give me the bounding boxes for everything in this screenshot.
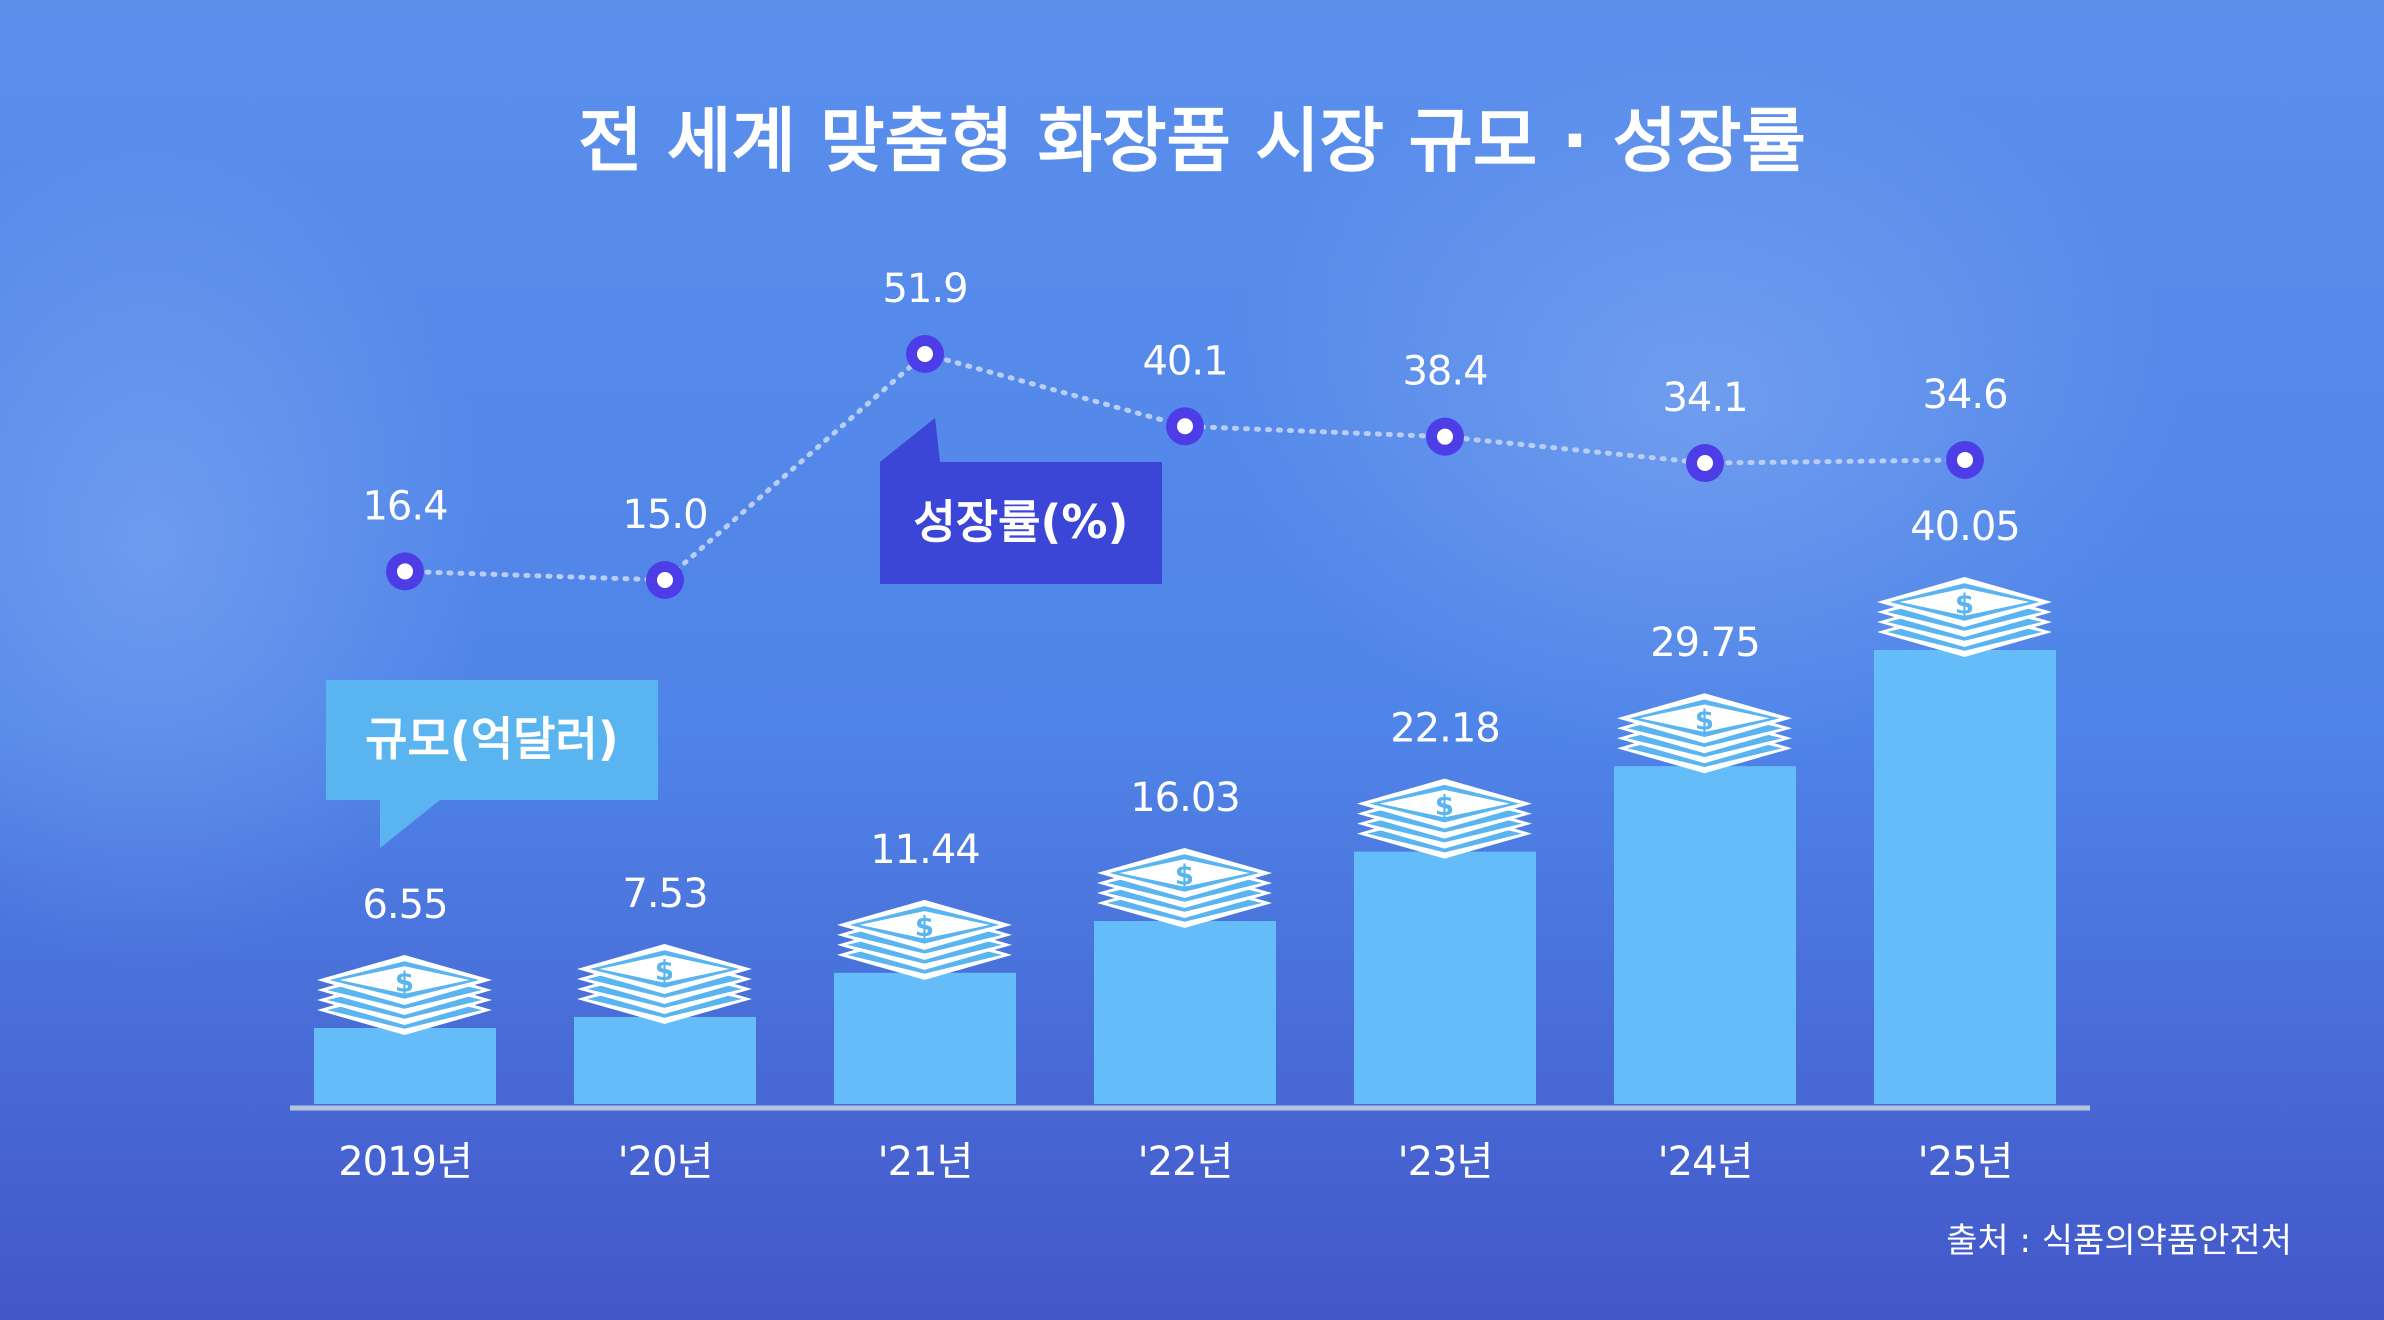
bar-value-label: 29.75 bbox=[1650, 620, 1760, 666]
rate-point-center bbox=[397, 563, 413, 580]
bar-value-label: 16.03 bbox=[1130, 775, 1240, 821]
source-note: 출처 : 식품의약품안전처 bbox=[1946, 1221, 2292, 1261]
x-tick-label: '25년 bbox=[1918, 1139, 2013, 1185]
rate-value-label: 51.9 bbox=[882, 266, 967, 312]
rate-value-label: 15.0 bbox=[622, 492, 707, 538]
bars-layer: 6.55 7.53 11.44 16.03 22.18 29.75 40.05 bbox=[314, 504, 2056, 1104]
bar-value-label: 6.55 bbox=[362, 882, 447, 928]
x-tick-label: '21년 bbox=[878, 1139, 973, 1185]
size-series-tag: 규모(억달러) bbox=[326, 680, 658, 848]
rate-series-tag: 성장률(%) bbox=[880, 418, 1162, 584]
bar bbox=[834, 972, 1016, 1104]
rate-point-center bbox=[1957, 451, 1973, 468]
rate-point-center bbox=[917, 346, 933, 362]
x-tick-label: '22년 bbox=[1138, 1139, 1233, 1185]
bar bbox=[574, 1016, 756, 1104]
rate-series-label: 성장률(%) bbox=[913, 495, 1128, 549]
x-tick-label: '23년 bbox=[1398, 1139, 1493, 1185]
bar-value-label: 40.05 bbox=[1910, 504, 2020, 550]
x-tick-labels: 2019년 '20년 '21년 '22년 '23년 '24년 '25년 bbox=[338, 1139, 2013, 1185]
rate-value-label: 40.1 bbox=[1142, 338, 1227, 384]
rate-point-center bbox=[1697, 455, 1713, 472]
rate-point-center bbox=[1177, 418, 1193, 435]
size-series-label: 규모(억달러) bbox=[365, 712, 619, 766]
x-tick-label: '20년 bbox=[618, 1139, 713, 1185]
x-tick-label: 2019년 bbox=[338, 1139, 472, 1185]
rate-value-label: 38.4 bbox=[1402, 349, 1487, 395]
rate-value-label: 34.1 bbox=[1662, 375, 1747, 421]
bar-value-label: 7.53 bbox=[622, 871, 707, 917]
bar-value-label: 22.18 bbox=[1390, 706, 1500, 752]
line-layer: 16.4 15.0 51.9 40.1 38.4 34.1 34.6 bbox=[362, 266, 2009, 599]
bar bbox=[1094, 921, 1276, 1104]
background-blur-shape bbox=[1220, 40, 2180, 760]
rate-point-center bbox=[657, 572, 673, 588]
chart-title: 전 세계 맞춤형 화장품 시장 규모 · 성장률 bbox=[578, 100, 1806, 182]
rate-value-label: 16.4 bbox=[362, 483, 447, 529]
bar bbox=[1354, 851, 1536, 1104]
rate-value-label: 34.6 bbox=[1922, 372, 2007, 418]
bar bbox=[314, 1028, 496, 1104]
rate-point-center bbox=[1437, 428, 1453, 445]
bar bbox=[1874, 650, 2056, 1104]
bar-value-label: 11.44 bbox=[870, 827, 980, 873]
bar bbox=[1614, 766, 1796, 1104]
x-tick-label: '24년 bbox=[1658, 1139, 1753, 1185]
